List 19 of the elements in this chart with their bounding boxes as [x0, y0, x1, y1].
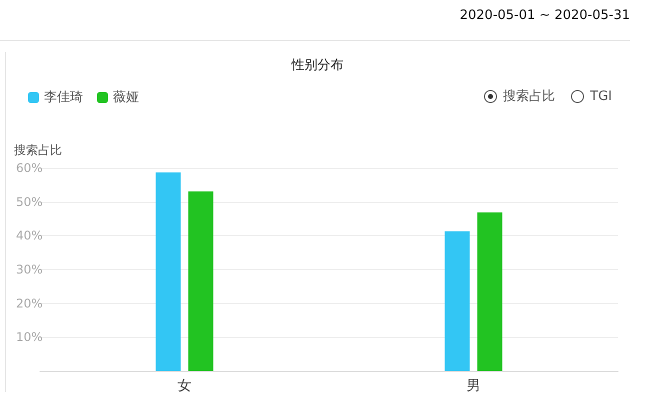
bar [188, 191, 214, 371]
y-tick-label: 40% [16, 228, 43, 243]
bar [477, 212, 502, 371]
legend-label: 薇娅 [113, 90, 139, 105]
chart-title: 性别分布 [290, 58, 344, 73]
x-tick-label: 女 [178, 378, 192, 394]
y-tick-label: 60% [16, 161, 43, 175]
y-axis-title: 搜索占比 [14, 143, 62, 157]
y-tick-label: 10% [16, 330, 43, 344]
text: 搜索占比 [503, 88, 556, 105]
legend-label: 李佳琦 [44, 90, 83, 105]
text: 2020-05-01 ~ 2020-05-31 [460, 8, 630, 23]
y-tick-label: 30% [16, 262, 43, 276]
bar [156, 172, 181, 371]
text: TGI [590, 88, 612, 104]
x-tick-label: 男 [466, 378, 480, 394]
y-tick-label: 20% [16, 296, 43, 310]
y-tick-label: 50% [16, 194, 43, 209]
bar [444, 231, 470, 371]
